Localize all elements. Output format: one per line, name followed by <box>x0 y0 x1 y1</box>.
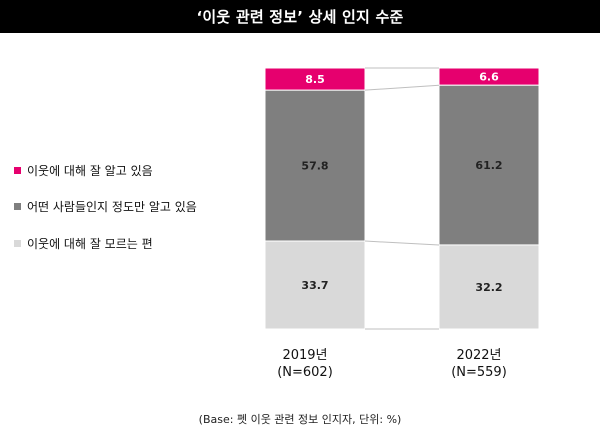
legend-label: 이웃에 대해 잘 모르는 편 <box>27 237 153 251</box>
category-label-2019: 2019년 (N=602) <box>245 347 365 381</box>
chart-title: ‘이웃 관련 정보’ 상세 인지 수준 <box>0 0 600 33</box>
legend-swatch-gray <box>14 203 21 210</box>
legend-label: 이웃에 대해 잘 알고 있음 <box>27 164 153 178</box>
legend: 이웃에 대해 잘 알고 있음 어떤 사람들인지 정도만 알고 있음 이웃에 대해… <box>14 0 254 437</box>
legend-swatch-lightgray <box>14 240 21 247</box>
category-sample-size: (N=559) <box>451 365 507 380</box>
data-label: 33.7 <box>301 279 328 292</box>
category-year: 2022년 <box>456 348 502 363</box>
connector-line <box>364 240 440 246</box>
category-year: 2019년 <box>282 348 328 363</box>
category-sample-size: (N=602) <box>277 365 333 380</box>
data-label: 6.6 <box>479 71 499 84</box>
bar-segment <box>438 244 540 330</box>
data-label: 61.2 <box>475 159 502 172</box>
legend-item-not-known: 이웃에 대해 잘 모르는 편 <box>14 235 153 252</box>
legend-swatch-magenta <box>14 167 21 174</box>
legend-item-somewhat-known: 어떤 사람들인지 정도만 알고 있음 <box>14 198 197 215</box>
category-label-2022: 2022년 (N=559) <box>419 347 539 381</box>
footnote: (Base: 펫 이웃 관련 정보 인지자, 단위: %) <box>198 413 402 426</box>
connector-line <box>364 84 440 91</box>
data-label: 32.2 <box>475 281 502 294</box>
legend-label: 어떤 사람들인지 정도만 알고 있음 <box>27 200 197 214</box>
data-label: 8.5 <box>305 73 325 86</box>
data-label: 57.8 <box>301 160 328 173</box>
legend-item-well-known: 이웃에 대해 잘 알고 있음 <box>14 162 153 179</box>
bar-segment <box>264 240 366 330</box>
